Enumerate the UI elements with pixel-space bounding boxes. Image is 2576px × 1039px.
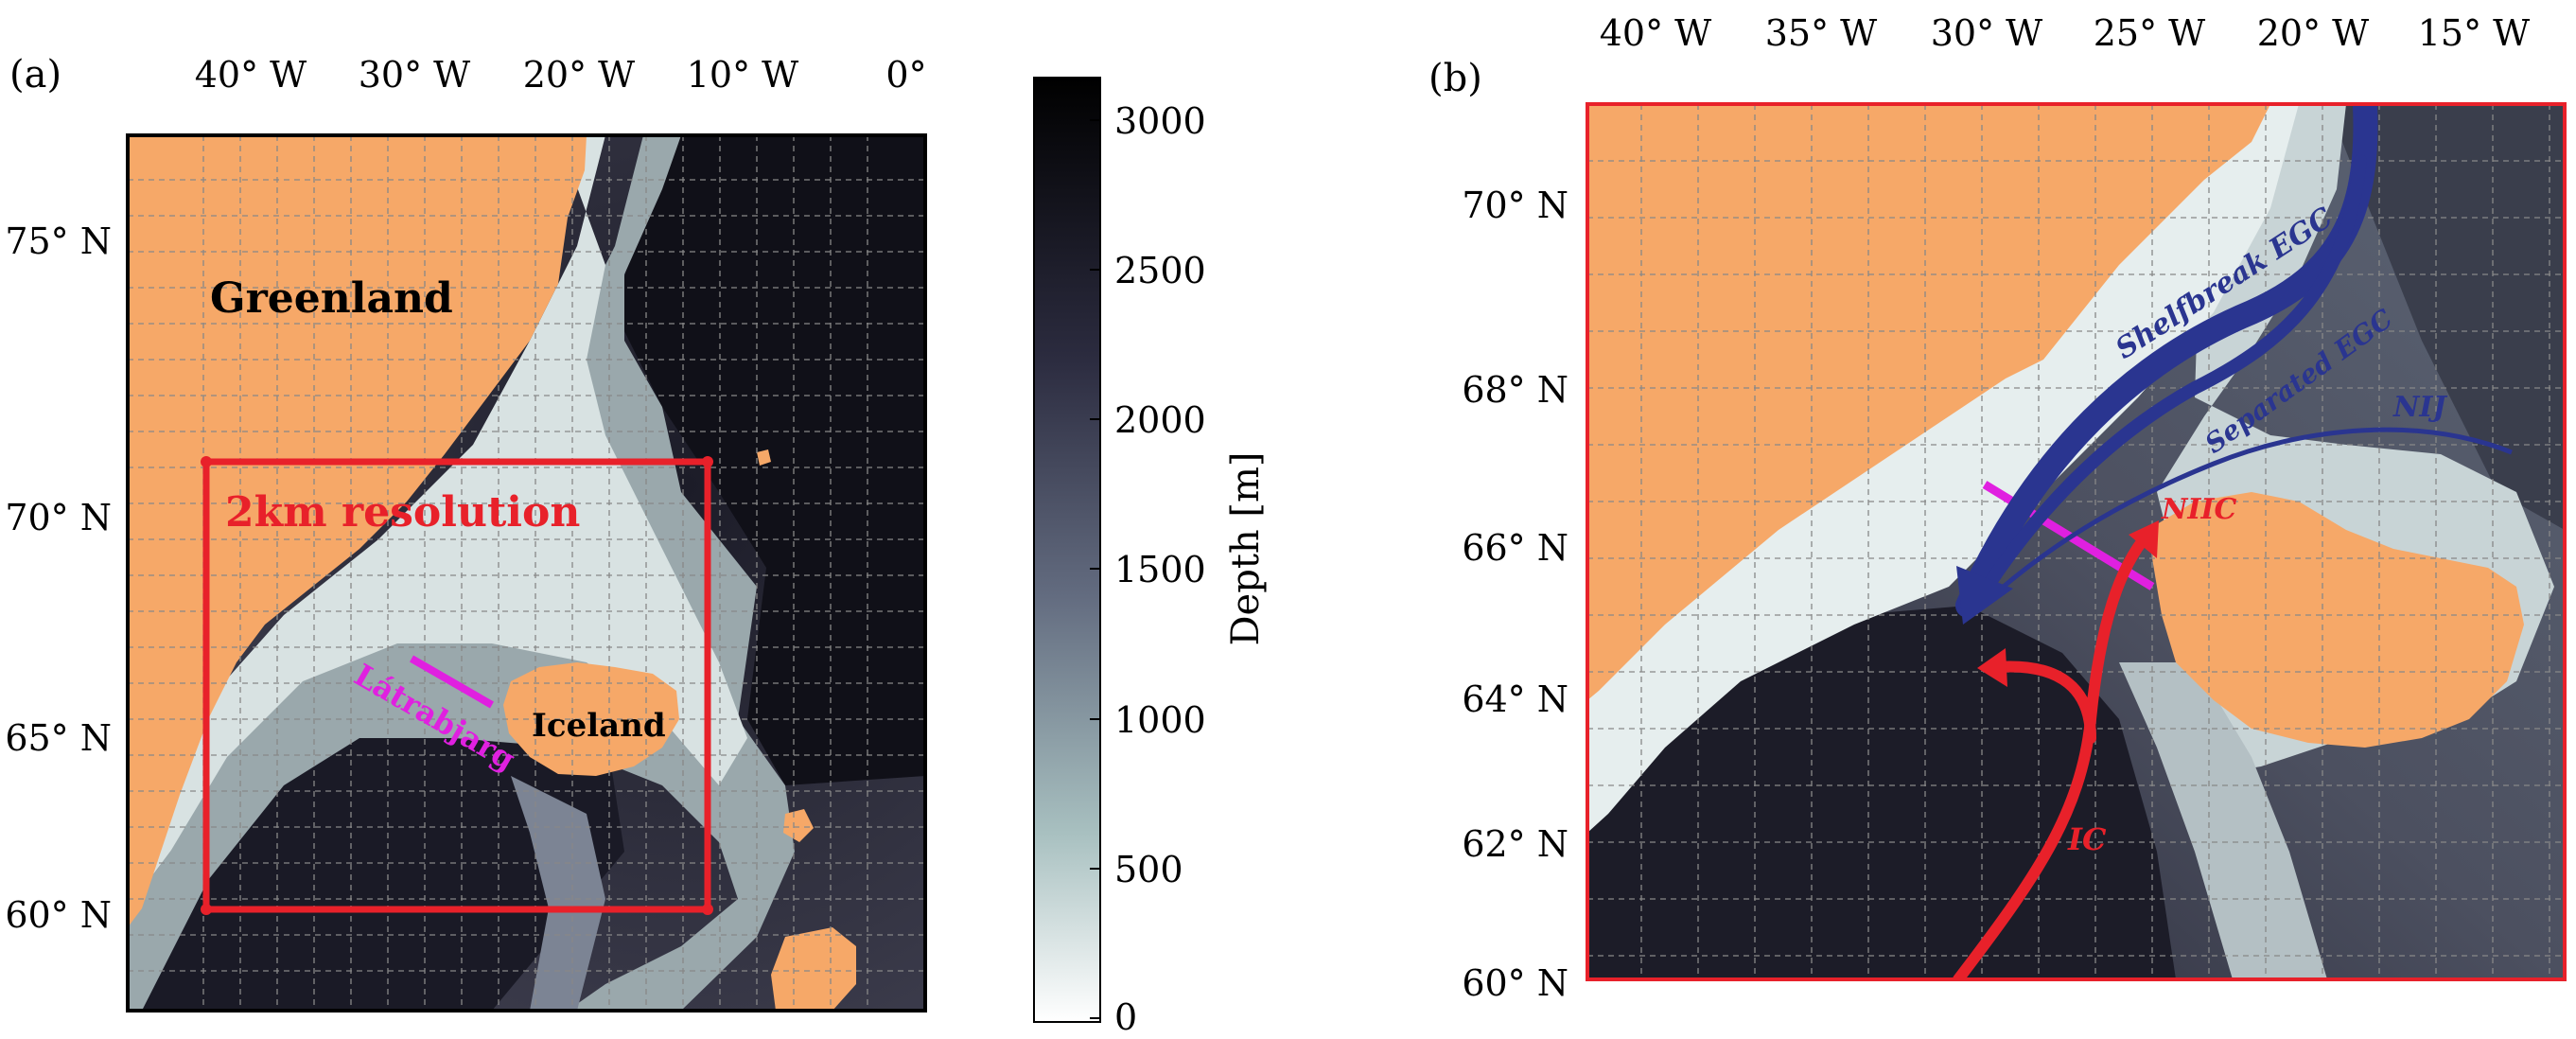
box-corner-tl bbox=[201, 456, 212, 467]
lon-label-b-5: 15° W bbox=[2418, 12, 2531, 54]
box-label: 2km resolution bbox=[225, 488, 580, 537]
colorbar-tick-0: 0 bbox=[1114, 996, 1137, 1038]
panel-a-label: (a) bbox=[9, 53, 61, 97]
greenland-label: Greenland bbox=[210, 274, 453, 323]
lon-label-b-4: 20° W bbox=[2257, 12, 2370, 54]
colorbar-tick-3000: 3000 bbox=[1114, 100, 1206, 142]
colorbar-tick-500: 500 bbox=[1114, 849, 1183, 890]
panel-a: (a) bbox=[5, 53, 926, 1011]
box-corner-br bbox=[702, 904, 713, 915]
lat-label-b-1: 68° N bbox=[1462, 369, 1568, 411]
lat-label-b-4: 62° N bbox=[1462, 823, 1568, 865]
box-corner-bl bbox=[201, 904, 212, 915]
lat-label-a-0: 75° N bbox=[5, 220, 112, 262]
lon-label-a-2: 20° W bbox=[523, 54, 636, 96]
colorbar-bar bbox=[1034, 78, 1100, 1022]
nij-label: NIJ bbox=[2392, 391, 2447, 424]
colorbar-tick-1500: 1500 bbox=[1114, 549, 1206, 590]
panel-b-label: (b) bbox=[1428, 57, 1482, 100]
panel-b: (b) bbox=[1428, 12, 2565, 1004]
lon-label-b-1: 35° W bbox=[1765, 12, 1878, 54]
lon-label-a-1: 30° W bbox=[359, 54, 471, 96]
lon-label-a-0: 40° W bbox=[195, 54, 307, 96]
niic-label: NIIC bbox=[2161, 493, 2236, 526]
lat-label-b-5: 60° N bbox=[1462, 962, 1568, 1004]
panel-a-map: Greenland 2km resolution Iceland Látrabj… bbox=[128, 135, 925, 1011]
colorbar-tick-2000: 2000 bbox=[1114, 399, 1206, 441]
lon-label-a-4: 0° bbox=[885, 54, 926, 96]
lat-label-a-2: 65° N bbox=[5, 717, 112, 759]
colorbar-tick-2500: 2500 bbox=[1114, 250, 1206, 291]
lon-label-b-3: 25° W bbox=[2094, 12, 2206, 54]
lon-label-b-0: 40° W bbox=[1600, 12, 1712, 54]
lon-label-b-2: 30° W bbox=[1931, 12, 2043, 54]
lat-label-b-0: 70° N bbox=[1462, 185, 1568, 226]
ic-label: IC bbox=[2067, 821, 2107, 857]
box-corner-tr bbox=[702, 456, 713, 467]
colorbar-tick-1000: 1000 bbox=[1114, 699, 1206, 741]
lat-label-a-1: 70° N bbox=[5, 497, 112, 538]
colorbar-title: Depth [m] bbox=[1224, 451, 1268, 645]
iceland-label-a: Iceland bbox=[532, 707, 666, 745]
lat-label-a-3: 60° N bbox=[5, 894, 112, 936]
lat-label-b-2: 66° N bbox=[1462, 527, 1568, 569]
panel-b-map: Shelfbreak EGC Separated EGC NIJ NIIC IC bbox=[1587, 104, 2565, 979]
lon-label-a-3: 10° W bbox=[687, 54, 799, 96]
lat-label-b-3: 64° N bbox=[1462, 678, 1568, 720]
colorbar: 3000 2500 2000 1500 1000 500 0 Depth [m] bbox=[1034, 78, 1268, 1038]
